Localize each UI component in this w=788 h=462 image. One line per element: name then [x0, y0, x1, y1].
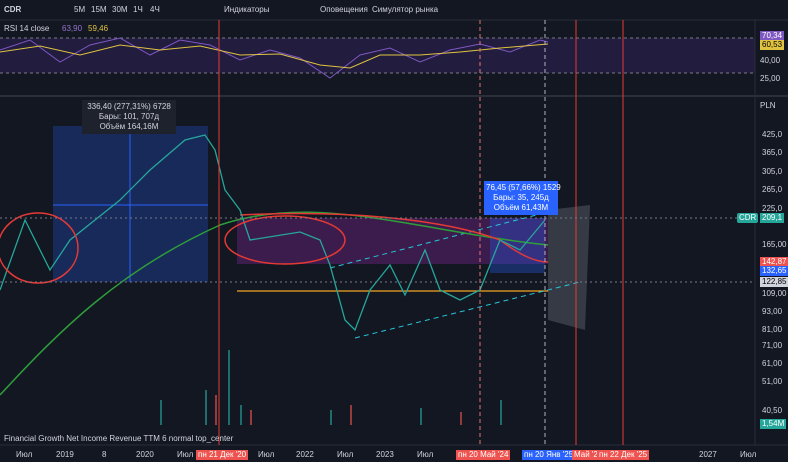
indicators-button[interactable]: Индикаторы [224, 5, 270, 14]
measure-tooltip: 76,45 (57,66%) 1529 Бары: 35, 245д Объём… [484, 181, 561, 215]
alerts-button[interactable]: Оповещения [320, 5, 368, 14]
time-label: 2027 [699, 450, 717, 459]
price-label: 71,00 [762, 341, 783, 350]
price-label: 61,00 [762, 359, 783, 368]
time-label: 2020 [136, 450, 154, 459]
time-label: 2019 [56, 450, 74, 459]
currency[interactable]: PLN [760, 101, 776, 110]
price-label: 51,00 [762, 377, 783, 386]
time-label: пн 20 Янв '25 [522, 450, 576, 460]
price-label: 265,0 [762, 185, 783, 194]
time-label: Июл [337, 450, 354, 459]
price-label: 165,00 [762, 240, 787, 249]
measure-line: Объём 164,16M [99, 122, 159, 131]
time-label: Июл [258, 450, 275, 459]
time-label: 2023 [376, 450, 394, 459]
symbol-badge: CDR [737, 213, 759, 223]
time-label: Июл [177, 450, 194, 459]
time-label: пн 20 Май '24 [456, 450, 511, 460]
time-label: Июл [417, 450, 434, 459]
time-label: Июл [16, 450, 33, 459]
measure-line: Бары: 35, 245д [493, 193, 549, 202]
price-label: 142,87 [760, 257, 788, 267]
measure-line: 336,40 (277,31%) 6728 [87, 102, 171, 111]
price-label: 209,1 [760, 213, 785, 223]
interval-button[interactable]: 4Ч [150, 5, 160, 14]
rsi-scale-label: 25,00 [760, 74, 781, 83]
price-label: 109,00 [762, 289, 787, 298]
price-label: 425,0 [762, 130, 783, 139]
indicator-legend: Financial Growth Net Income Revenue TTM … [4, 434, 234, 443]
time-label: 8 [102, 450, 107, 459]
interval-button[interactable]: 15M [91, 5, 107, 14]
price-label: 225,0 [762, 204, 783, 213]
measure-line: 76,45 (57,66%) 1529 [486, 183, 561, 192]
rsi-scale-label: 60,53 [760, 40, 785, 50]
price-label: 93,00 [762, 307, 783, 316]
rsi-label: RSI 14 close [4, 24, 50, 33]
price-label: 1,54M [760, 419, 787, 429]
price-label: 81,00 [762, 325, 783, 334]
price-label: 40,50 [762, 406, 783, 415]
rsi-scale-label: 40,00 [760, 56, 781, 65]
interval-button[interactable]: 1Ч [133, 5, 143, 14]
symbol[interactable]: CDR [4, 5, 22, 14]
measure-line: Бары: 101, 707д [98, 112, 160, 121]
time-label: пн 22 Дек '25 [597, 450, 650, 460]
time-label: Июл [740, 450, 757, 459]
interval-button[interactable]: 5M [74, 5, 86, 14]
interval-button[interactable]: 30M [112, 5, 128, 14]
price-label: 132,65 [760, 266, 788, 276]
simulator-button[interactable]: Симулятор рынка [372, 5, 439, 14]
rsi-value: 59,46 [88, 24, 109, 33]
time-label: 2022 [296, 450, 314, 459]
price-label: 122,85 [760, 277, 788, 287]
price-label: 305,0 [762, 167, 783, 176]
measure-line: Объём 61,43M [493, 203, 549, 212]
measure-tooltip: 336,40 (277,31%) 6728 Бары: 101, 707д Об… [82, 100, 176, 134]
time-label: пн 21 Дек '20 [196, 450, 249, 460]
rsi-value: 63,90 [62, 24, 83, 33]
price-label: 365,0 [762, 148, 783, 157]
rsi-scale-label: 70,34 [760, 31, 785, 41]
time-label: Май '25 [572, 450, 605, 460]
